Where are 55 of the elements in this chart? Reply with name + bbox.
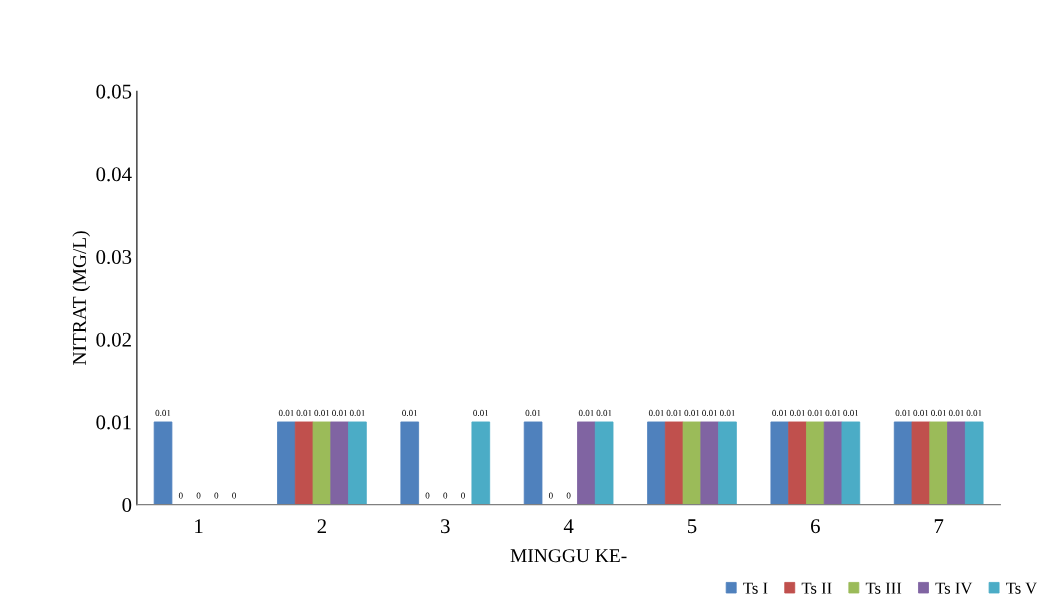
- y-tick-label: 0.03: [96, 249, 132, 265]
- data-label: 0.01: [913, 409, 929, 416]
- data-label: 0.01: [349, 409, 365, 416]
- data-label: 0.01: [843, 409, 859, 416]
- data-label: 0.01: [948, 409, 964, 416]
- data-label: 0.01: [296, 409, 312, 416]
- data-label: 0: [232, 492, 236, 499]
- data-label: 0.01: [719, 409, 735, 416]
- legend-label: Ts IV: [935, 582, 973, 594]
- data-label: 0: [214, 492, 219, 499]
- x-axis-title: MINGGU KE-: [510, 549, 627, 563]
- data-label: 0.01: [648, 409, 664, 416]
- data-label: 0.01: [578, 409, 594, 416]
- x-tick-label: 2: [317, 519, 326, 533]
- legend-label: Ts V: [1006, 582, 1037, 594]
- data-label: 0.01: [807, 409, 823, 416]
- data-label: 0: [548, 492, 553, 499]
- data-label: 0.01: [332, 409, 348, 416]
- x-tick-label: 3: [441, 519, 450, 534]
- data-label: 0.01: [666, 409, 682, 416]
- legend-label: Ts III: [865, 582, 902, 594]
- data-label: 0: [196, 492, 201, 499]
- data-label: 0: [425, 492, 430, 499]
- data-label: 0: [443, 492, 448, 499]
- y-tick-label: 0.05: [96, 84, 132, 99]
- data-label: 0.01: [314, 409, 330, 416]
- data-label: 0.01: [473, 409, 489, 416]
- y-axis-title: NITRAT (MG/L): [72, 231, 91, 365]
- x-tick-label: 4: [563, 519, 574, 533]
- data-label: 0.01: [966, 409, 982, 416]
- data-label: 0.01: [155, 409, 171, 416]
- data-label: 0: [461, 492, 465, 499]
- data-label: 0.01: [278, 409, 294, 416]
- data-label: 0.01: [596, 409, 612, 416]
- y-tick-label: 0.02: [96, 332, 131, 347]
- y-tick-label: 0.01: [96, 415, 131, 430]
- legend-label: Ts II: [801, 582, 832, 594]
- data-label: 0.01: [772, 409, 788, 416]
- data-label: 0.01: [702, 409, 718, 416]
- data-label: 0.01: [525, 409, 541, 416]
- y-tick-label: 0.04: [96, 167, 132, 182]
- y-tick-label: 0: [122, 498, 132, 513]
- data-label: 0.01: [895, 409, 911, 416]
- x-tick-label: 7: [934, 519, 944, 533]
- x-tick-label: 5: [687, 519, 697, 534]
- data-label: 0.01: [931, 409, 947, 416]
- data-label: 0: [178, 492, 183, 499]
- legend-label: Ts I: [743, 582, 768, 594]
- data-label: 0.01: [825, 409, 841, 416]
- x-tick-label: 1: [195, 519, 203, 533]
- data-label: 0: [566, 492, 571, 499]
- data-label: 0.01: [402, 409, 418, 416]
- data-label: 0.01: [790, 409, 805, 416]
- x-tick-label: 6: [811, 519, 820, 534]
- data-label: 0.01: [684, 409, 700, 416]
